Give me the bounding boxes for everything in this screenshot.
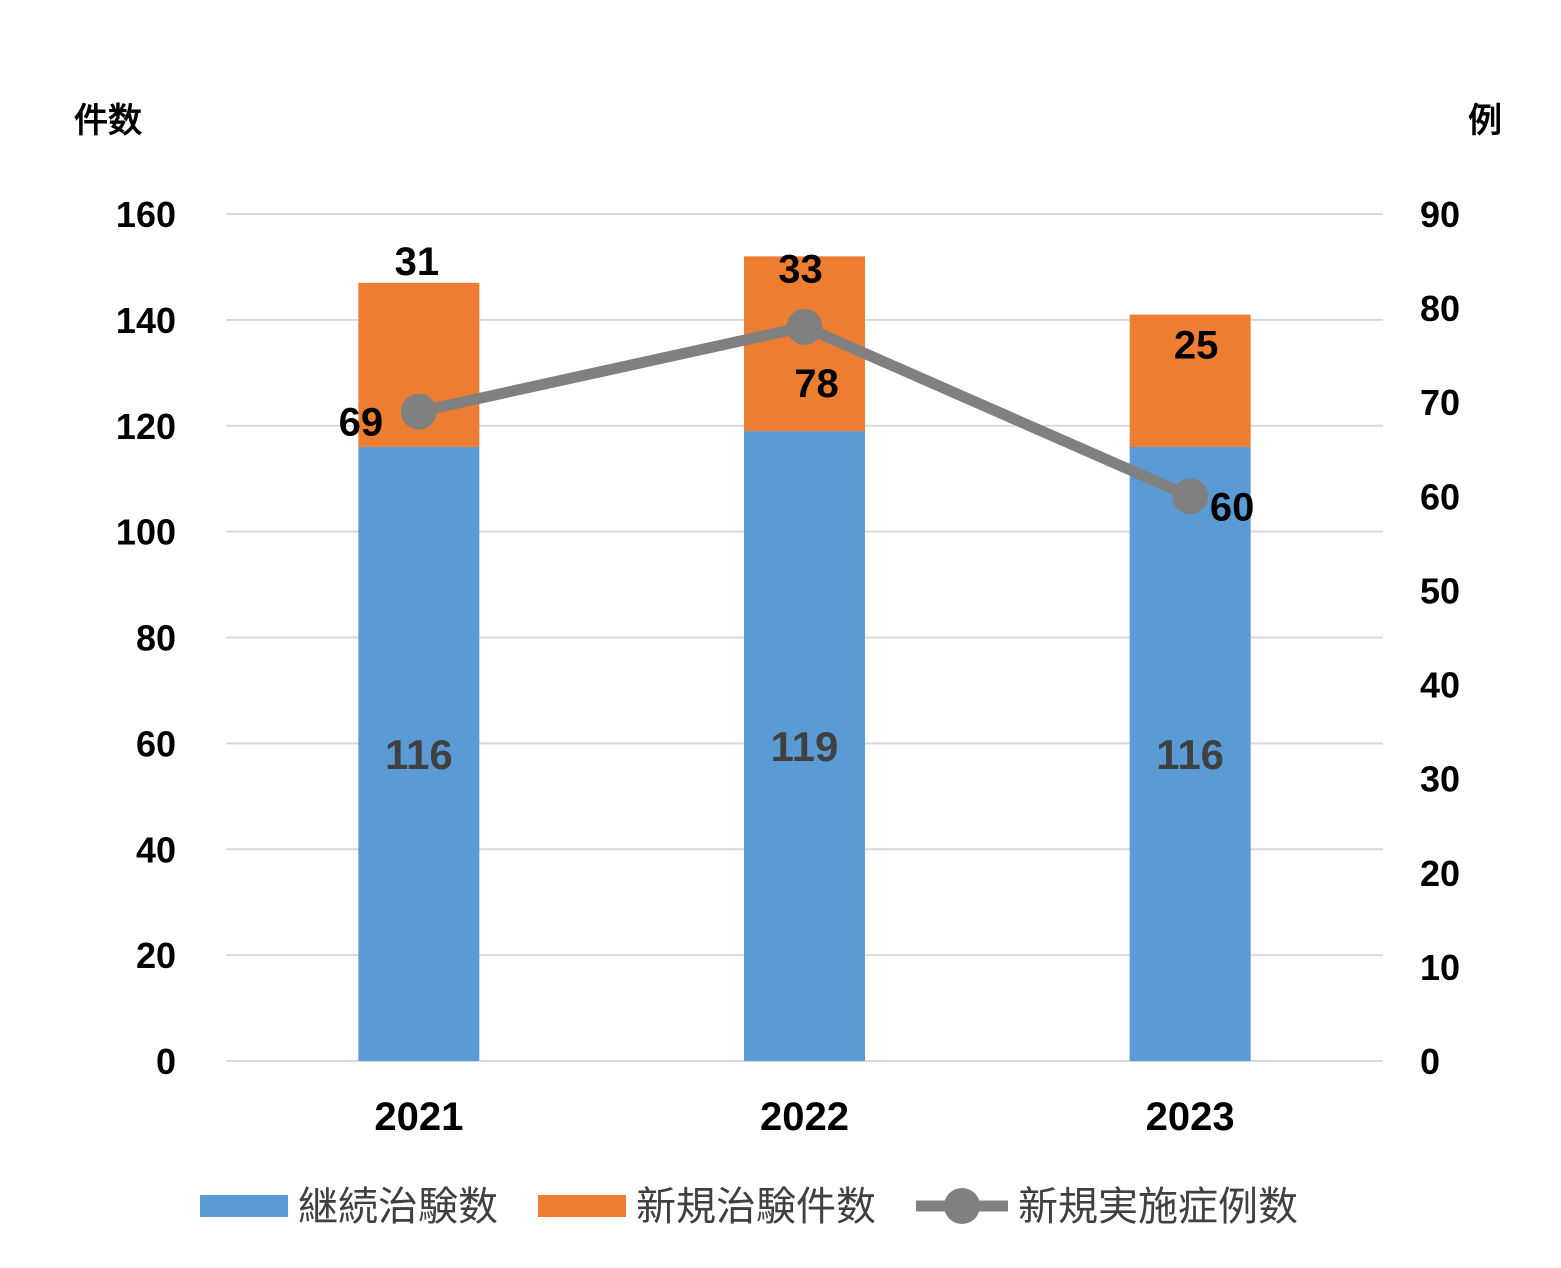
y-right-tick-label: 90 — [1420, 194, 1460, 235]
line-point — [786, 308, 823, 345]
y-right-tick-label: 60 — [1420, 476, 1460, 517]
x-tick-label: 2022 — [760, 1095, 849, 1139]
axes: 件数 例 0 20 40 60 80 100 120 140 160 0 10 20 30 40 50 60 7… — [74, 101, 1502, 1139]
y-right-tick-label: 70 — [1420, 382, 1460, 423]
line-point — [1172, 478, 1209, 515]
y-tick-label: 0 — [156, 1041, 176, 1082]
bar-continuing-2022 — [744, 431, 865, 1061]
x-tick-label: 2021 — [374, 1095, 463, 1139]
x-tick-label: 2023 — [1146, 1095, 1235, 1139]
data-label-new: 33 — [778, 247, 823, 291]
y-tick-label: 100 — [116, 512, 176, 553]
data-label-new: 31 — [395, 240, 440, 284]
line-point — [400, 393, 437, 430]
bar-new-2023 — [1129, 314, 1251, 447]
y-tick-label: 160 — [116, 194, 176, 235]
data-label-line: 78 — [794, 362, 839, 406]
y-right-tick-label: 10 — [1420, 947, 1460, 988]
legend-label: 新規実施症例数 — [1018, 1184, 1298, 1230]
y-right-tick-label: 0 — [1420, 1041, 1440, 1082]
data-label-continuing: 116 — [1156, 731, 1224, 778]
y-tick-label: 20 — [136, 935, 176, 976]
y-tick-label: 140 — [116, 300, 176, 341]
y-right-tick-label: 50 — [1420, 570, 1460, 611]
legend-swatch-marker — [944, 1188, 980, 1224]
bar-continuing-2023 — [1129, 446, 1251, 1061]
y-axis-right-title: 例 — [1468, 101, 1502, 141]
data-label-continuing: 116 — [385, 731, 453, 778]
y-right-tick-label: 20 — [1420, 853, 1460, 894]
bar-continuing-2021 — [358, 446, 480, 1061]
legend-label: 新規治験件数 — [636, 1184, 876, 1230]
legend-label: 継続治験数 — [298, 1184, 498, 1230]
line-series — [400, 308, 1209, 515]
y-tick-label: 60 — [136, 723, 176, 764]
y-right-tick-label: 80 — [1420, 288, 1460, 329]
legend: 継続治験数 新規治験件数 新規実施症例数 — [200, 1184, 1298, 1230]
y-tick-label: 120 — [116, 406, 176, 447]
legend-swatch — [538, 1195, 626, 1217]
y-tick-label: 80 — [136, 618, 176, 659]
y-right-tick-label: 40 — [1420, 665, 1460, 706]
data-label-line: 60 — [1210, 485, 1255, 529]
legend-swatch — [200, 1195, 288, 1217]
y-right-tick-label: 30 — [1420, 759, 1460, 800]
y-axis-title: 件数 — [74, 101, 142, 141]
data-label-continuing: 119 — [771, 723, 839, 770]
y-tick-label: 40 — [136, 829, 176, 870]
data-label-new: 25 — [1174, 324, 1219, 368]
data-labels: 116 31 119 33 116 25 69 78 60 — [339, 240, 1255, 778]
data-label-line: 69 — [339, 401, 384, 445]
